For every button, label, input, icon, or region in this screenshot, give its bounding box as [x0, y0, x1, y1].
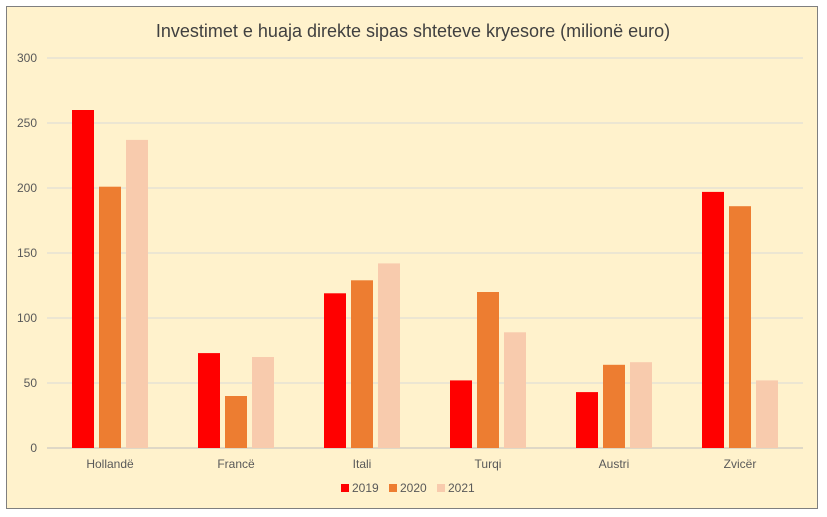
bar-2019-5 [702, 191, 724, 448]
y-tick-label: 50 [24, 376, 38, 390]
legend: 2019 2020 2021 [341, 481, 475, 495]
bar-2021-4 [630, 362, 652, 448]
y-tick-label: 250 [17, 116, 37, 130]
bar-2020-3 [477, 292, 499, 448]
bar-2021-3 [504, 332, 526, 448]
legend-swatch-2019 [341, 484, 349, 492]
x-category-label: Zvicër [724, 457, 757, 471]
legend-label: 2020 [400, 481, 427, 495]
x-category-label: Itali [353, 457, 372, 471]
x-category-label: Hollandë [86, 457, 134, 471]
gridlines [47, 57, 803, 449]
legend-label: 2021 [448, 481, 475, 495]
legend-label: 2019 [352, 481, 379, 495]
legend-swatch-2021 [437, 484, 445, 492]
bar-2020-4 [603, 364, 625, 448]
bar-2021-1 [252, 357, 274, 448]
chart-frame: Investimet e huaja direkte sipas shtetev… [6, 6, 818, 509]
bar-2019-2 [324, 293, 346, 448]
bar-2019-1 [198, 353, 220, 448]
legend-swatch-2020 [389, 484, 397, 492]
y-tick-label: 200 [17, 181, 37, 195]
bars [72, 110, 778, 448]
bar-2020-1 [225, 396, 247, 448]
bar-2019-3 [450, 380, 472, 448]
bar-2020-2 [351, 280, 373, 448]
x-category-label: Francë [217, 457, 255, 471]
bar-2021-0 [126, 139, 148, 448]
x-axis-categories: Hollandë Francë Itali Turqi Austri Zvicër [86, 457, 756, 471]
bar-2021-5 [756, 380, 778, 448]
x-category-label: Turqi [475, 457, 502, 471]
y-tick-label: 300 [17, 51, 37, 65]
bar-2019-0 [72, 110, 94, 448]
bar-chart: Investimet e huaja direkte sipas shtetev… [17, 21, 803, 495]
bar-2019-4 [576, 392, 598, 448]
y-tick-label: 100 [17, 311, 37, 325]
bar-2020-0 [99, 186, 121, 448]
chart-title: Investimet e huaja direkte sipas shtetev… [156, 21, 670, 41]
y-axis-ticks: 0 50 100 150 200 250 300 [17, 51, 37, 455]
x-category-label: Austri [599, 457, 630, 471]
bar-2021-2 [378, 263, 400, 448]
bar-2020-5 [729, 206, 751, 448]
y-tick-label: 150 [17, 246, 37, 260]
y-tick-label: 0 [30, 441, 37, 455]
